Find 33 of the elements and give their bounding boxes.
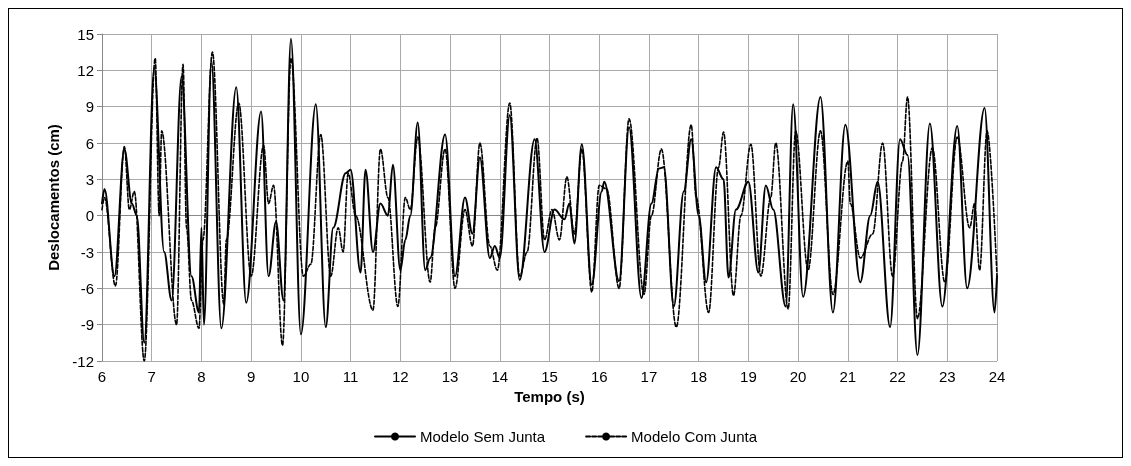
y-axis-title: Deslocamentos (cm) <box>45 124 63 271</box>
y-tick-label: -6 <box>80 279 94 297</box>
x-axis-title: Tempo (s) <box>514 387 585 405</box>
y-tick-label: 9 <box>85 98 94 116</box>
x-tick-label: 6 <box>97 368 107 385</box>
x-tick-label: 8 <box>197 368 206 385</box>
x-tick-label: 13 <box>441 368 459 385</box>
x-tick-label: 20 <box>789 368 807 385</box>
x-tick-label: 23 <box>938 368 956 385</box>
x-tick-label: 24 <box>988 368 1006 385</box>
legend-label: Modelo Sem Junta <box>420 428 546 445</box>
x-tick-label: 9 <box>246 368 256 385</box>
y-tick-label: 3 <box>85 170 94 188</box>
y-tick-label: -3 <box>80 243 94 261</box>
x-tick-label: 11 <box>342 368 359 385</box>
x-tick-label: 7 <box>147 368 156 385</box>
y-tick-label: 0 <box>85 207 94 225</box>
x-tick-label: 17 <box>640 368 658 385</box>
x-tick-label: 16 <box>590 368 608 385</box>
x-tick-label: 15 <box>541 368 558 385</box>
y-tick-label: 15 <box>77 25 94 43</box>
y-tick-label: 6 <box>85 134 94 152</box>
x-tick-label: 21 <box>839 368 857 385</box>
y-tick-label: -12 <box>72 352 94 370</box>
x-tick-label: 22 <box>889 368 906 385</box>
x-tick-label: 10 <box>292 368 310 385</box>
y-tick-label: -9 <box>80 316 94 334</box>
x-tick-label: 18 <box>690 368 708 385</box>
x-tick-label: 12 <box>391 368 409 385</box>
x-tick-label: 14 <box>491 368 509 385</box>
legend-label: Modelo Com Junta <box>631 428 758 445</box>
y-tick-label: 12 <box>77 61 94 79</box>
x-tick-label: 19 <box>740 368 757 385</box>
